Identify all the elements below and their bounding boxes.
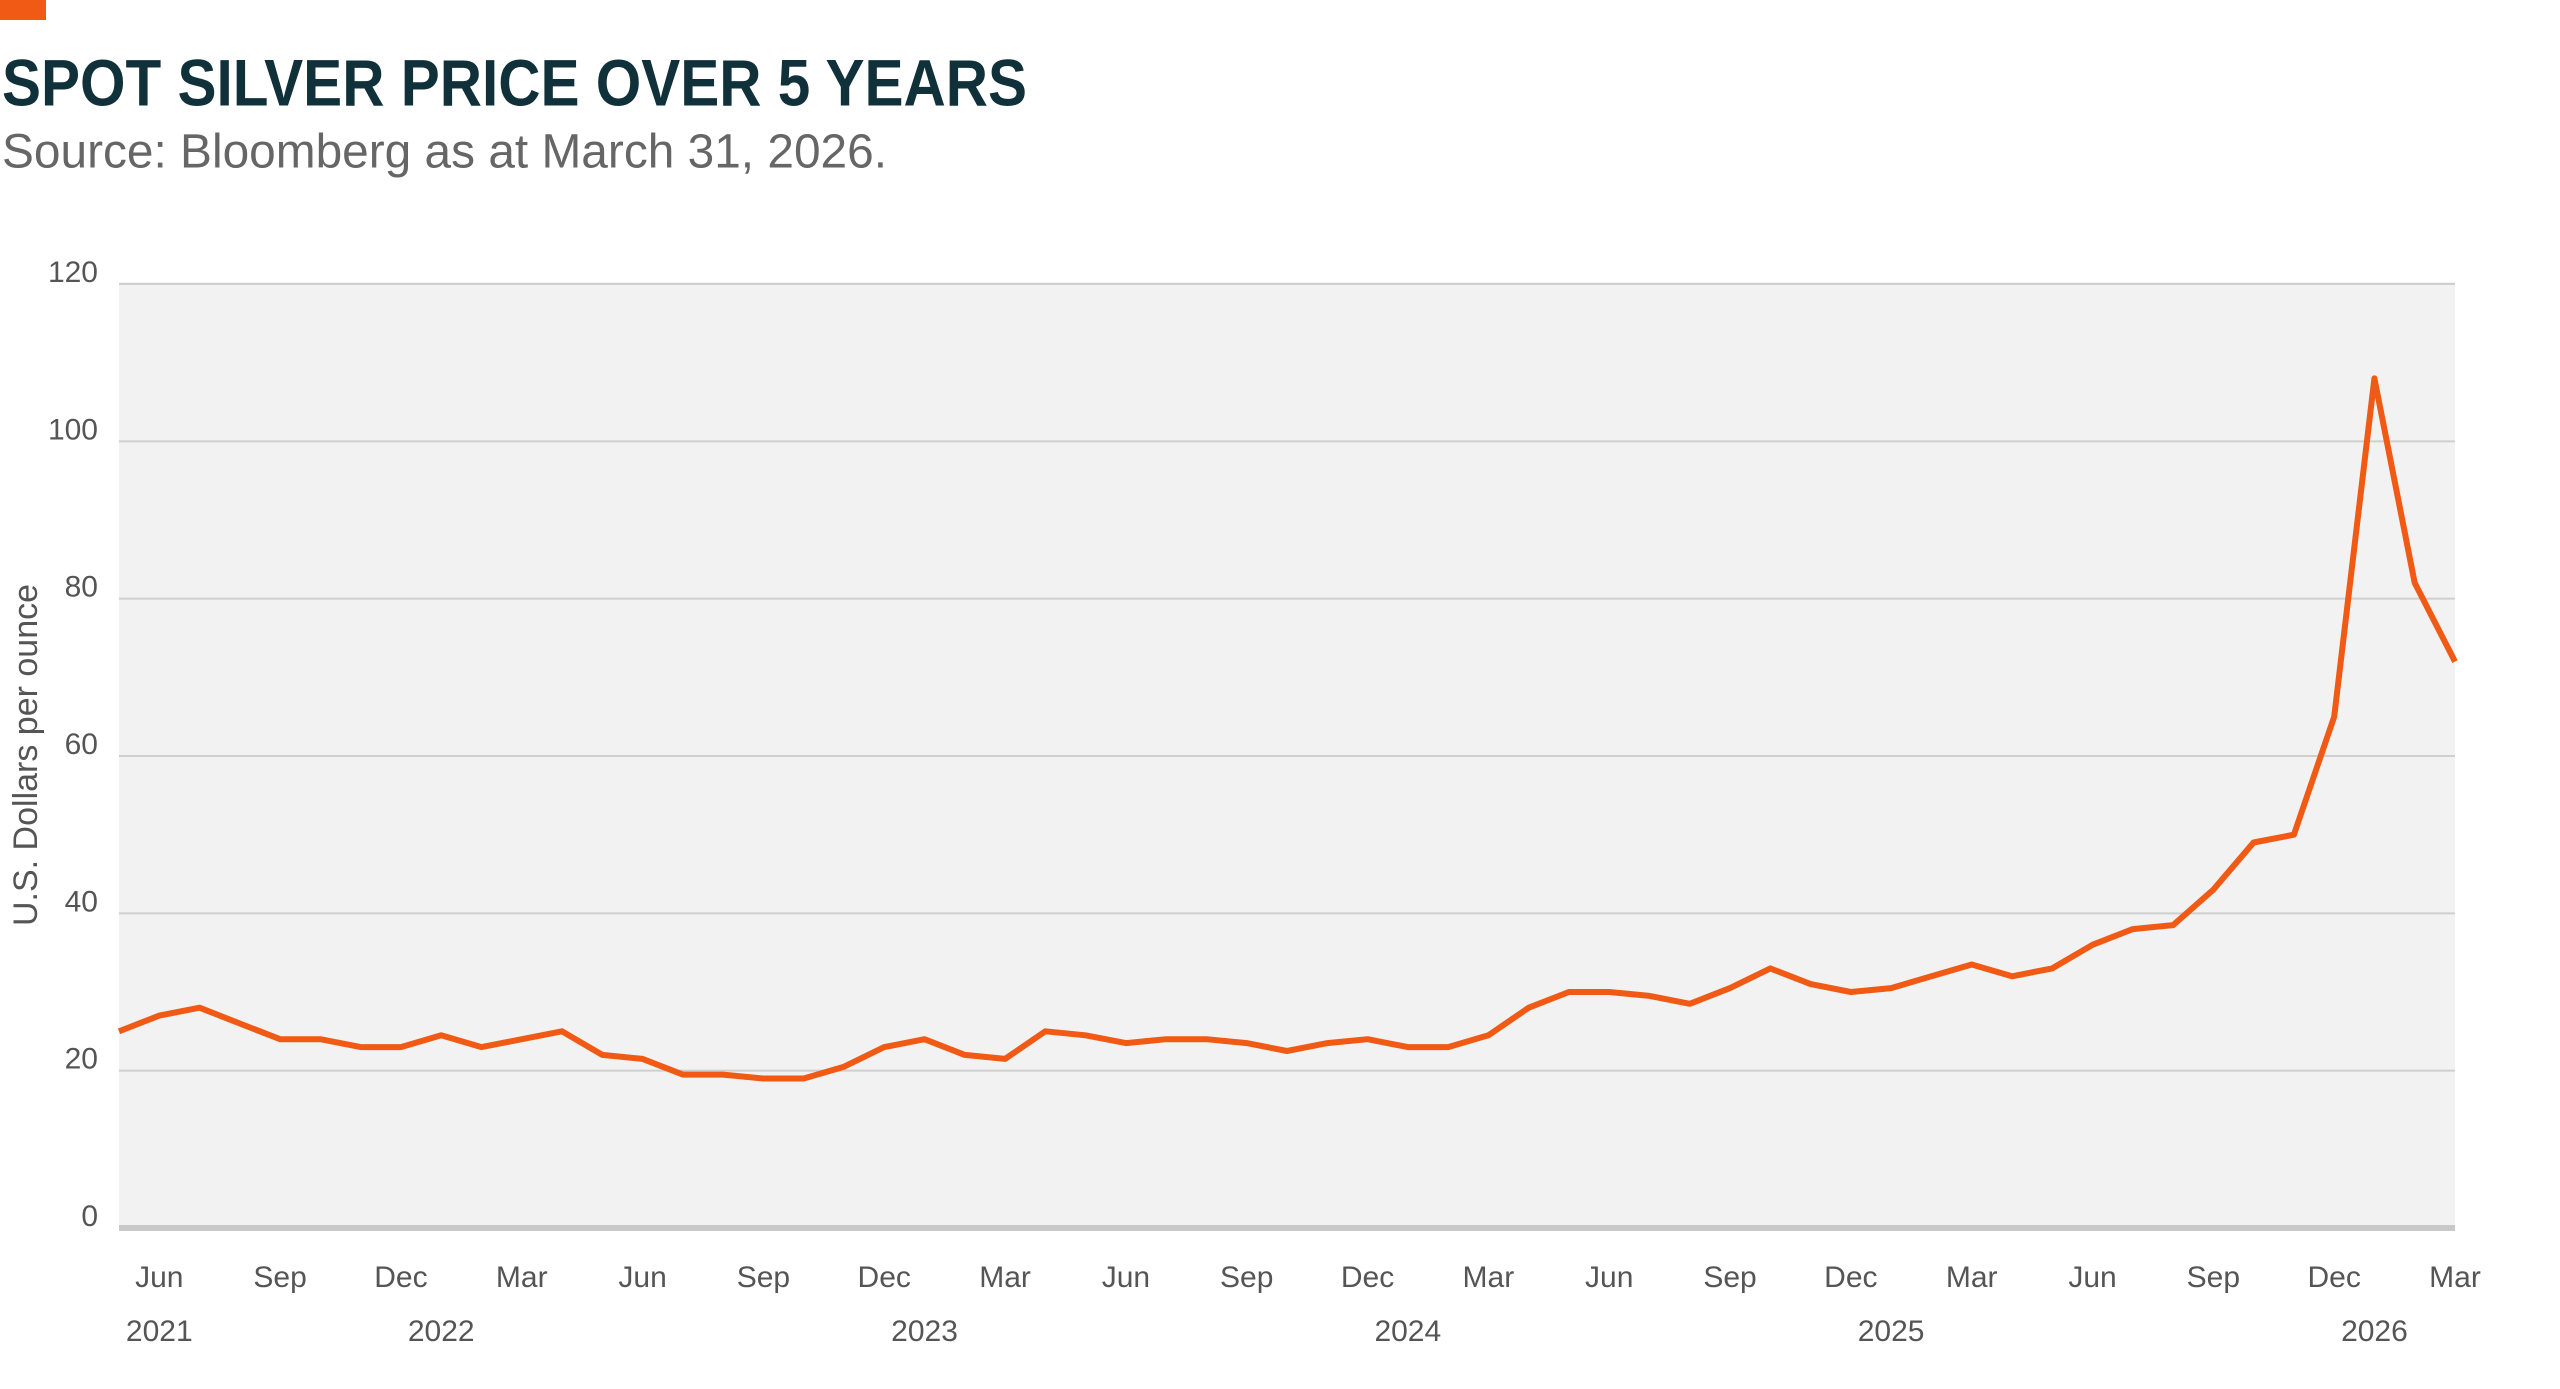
y-tick-label: 0: [81, 1200, 98, 1233]
price-line: [117, 375, 2458, 1082]
x-tick-label: Dec: [858, 1261, 911, 1294]
y-tick-label: 100: [48, 413, 98, 446]
x-tick-label: Jun: [135, 1261, 183, 1294]
x-tick-label: Sep: [253, 1261, 306, 1294]
y-tick-label: 80: [65, 571, 98, 604]
y-tick-label: 20: [65, 1043, 98, 1076]
x-tick-label: Mar: [496, 1261, 548, 1294]
x-tick-label: Mar: [1463, 1261, 1515, 1294]
chart-title: SPOT SILVER PRICE OVER 5 YEARS: [2, 45, 1027, 119]
x-tick-label: Jun: [1102, 1261, 1150, 1294]
x-tick-label: Sep: [1703, 1261, 1756, 1294]
x-tick-label: Sep: [1220, 1261, 1273, 1294]
x-year-label: 2024: [1374, 1315, 1441, 1348]
x-tick-label: Dec: [1341, 1261, 1394, 1294]
x-tick-label: Mar: [1946, 1261, 1998, 1294]
x-tick-label: Mar: [979, 1261, 1031, 1294]
x-tick-label: Dec: [2307, 1261, 2360, 1294]
x-tick-label: Dec: [374, 1261, 427, 1294]
y-tick-label: 120: [48, 256, 98, 289]
x-year-label: 2026: [2341, 1315, 2408, 1348]
x-year-label: 2021: [126, 1315, 193, 1348]
x-tick-label: Jun: [1585, 1261, 1633, 1294]
x-year-label: 2025: [1858, 1315, 1925, 1348]
x-year-label: 2023: [891, 1315, 958, 1348]
accent-bar: [0, 0, 46, 20]
x-year-label: 2022: [408, 1315, 475, 1348]
x-tick-label: Dec: [1824, 1261, 1877, 1294]
y-tick-label: 60: [65, 728, 98, 761]
y-tick-label: 40: [65, 885, 98, 918]
chart-subtitle: Source: Bloomberg as at March 31, 2026.: [2, 126, 887, 179]
x-tick-label: Jun: [2068, 1261, 2116, 1294]
x-tick-label: Mar: [2429, 1261, 2481, 1294]
x-tick-label: Sep: [737, 1261, 790, 1294]
y-axis-label: U.S. Dollars per ounce: [7, 584, 45, 926]
x-tick-label: Jun: [618, 1261, 666, 1294]
x-tick-label: Sep: [2187, 1261, 2240, 1294]
